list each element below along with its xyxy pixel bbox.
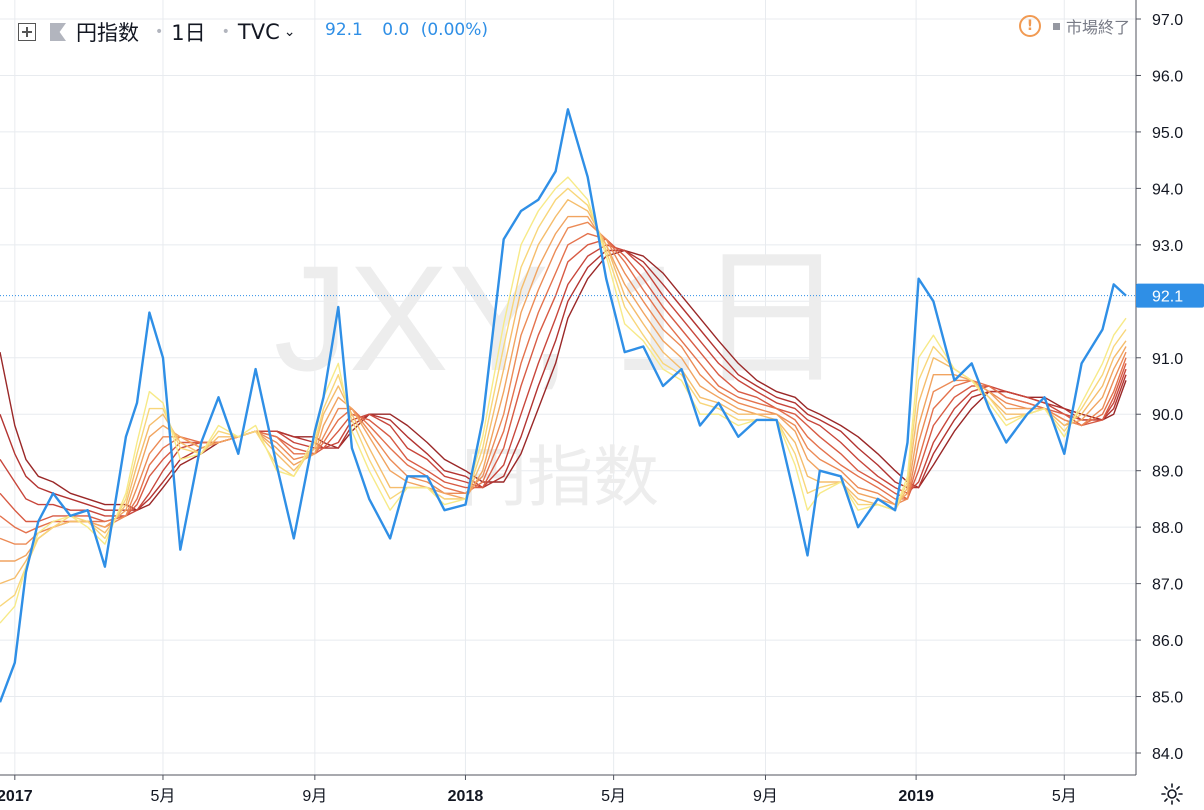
change-value: 0.0 <box>382 20 410 40</box>
warning-icon[interactable]: ! <box>1018 15 1041 37</box>
ma-ribbon <box>0 176 1127 624</box>
x-tick-label: 2018 <box>448 788 484 805</box>
last-price-badge: 92.1 <box>1136 283 1204 308</box>
watermark-symbol: JXY, 1日 <box>274 234 847 402</box>
market-status: ! 市場終了 <box>1018 13 1130 39</box>
x-tick-label: 2019 <box>898 788 934 805</box>
ma-ribbon-line <box>0 221 1127 545</box>
y-tick-label: 95.0 <box>1152 125 1183 142</box>
y-tick-label: 94.0 <box>1152 181 1183 198</box>
y-tick-label: 85.0 <box>1152 690 1183 707</box>
ma-ribbon-line <box>0 249 1127 511</box>
ma-ribbon-line <box>0 232 1127 534</box>
y-tick-label: 97.0 <box>1152 12 1183 29</box>
ma-ribbon-line <box>0 199 1127 585</box>
price-series <box>0 108 1127 703</box>
market-status-text: 市場終了 <box>1065 18 1130 37</box>
ma-ribbon-line <box>0 215 1127 562</box>
price-line <box>0 108 1127 703</box>
ma-ribbon-line <box>0 176 1127 624</box>
ma-ribbon-line <box>0 249 1127 511</box>
y-tick-label: 89.0 <box>1152 464 1183 481</box>
chevron-down-icon[interactable]: ⌄ <box>283 24 296 40</box>
x-tick-label: 9月 <box>753 788 778 805</box>
x-tick-label: 5月 <box>601 788 626 805</box>
chart-legend: 円指数 • 1日 • TVC ⌄ <box>18 14 296 50</box>
y-tick-label: 93.0 <box>1152 238 1183 255</box>
chart-grid <box>0 0 1136 775</box>
ma-ribbon-line <box>0 244 1127 517</box>
separator-dot: • <box>221 24 230 40</box>
time-axis[interactable]: 2017 5月 9月 2018 5月 9月 2019 5月 <box>0 775 1077 805</box>
y-tick-label: 84.0 <box>1152 746 1183 763</box>
x-tick-label: 5月 <box>1052 788 1077 805</box>
ma-ribbon-line <box>0 187 1127 607</box>
y-tick-label: 90.0 <box>1152 407 1183 424</box>
quote-values: 92.1 0.0 (0.00%) <box>325 20 502 40</box>
y-tick-label: 86.0 <box>1152 633 1183 650</box>
symbol-name[interactable]: 円指数 <box>76 21 139 45</box>
last-price-value: 92.1 <box>325 20 363 40</box>
settings-gear-icon[interactable] <box>1160 782 1184 806</box>
exchange-label[interactable]: TVC <box>237 20 280 44</box>
x-tick-label: 5月 <box>151 788 176 805</box>
y-tick-label: 96.0 <box>1152 68 1183 85</box>
watermark-name: 円指数 <box>461 439 659 516</box>
y-tick-label: 91.0 <box>1152 351 1183 368</box>
price-axis[interactable]: 97.096.095.094.093.092.091.090.089.088.0… <box>1136 12 1183 763</box>
last-price-label: 92.1 <box>1152 289 1183 306</box>
x-tick-label: 2017 <box>0 788 33 805</box>
flag-icon[interactable] <box>50 23 66 41</box>
status-square-icon <box>1052 22 1060 30</box>
y-tick-label: 87.0 <box>1152 577 1183 594</box>
separator-dot: • <box>155 24 164 40</box>
interval-label[interactable]: 1日 <box>171 21 206 45</box>
y-tick-label: 88.0 <box>1152 520 1183 537</box>
expand-plus-icon[interactable] <box>18 23 36 41</box>
x-tick-label: 9月 <box>302 788 327 805</box>
change-percent: (0.00%) <box>420 20 488 40</box>
